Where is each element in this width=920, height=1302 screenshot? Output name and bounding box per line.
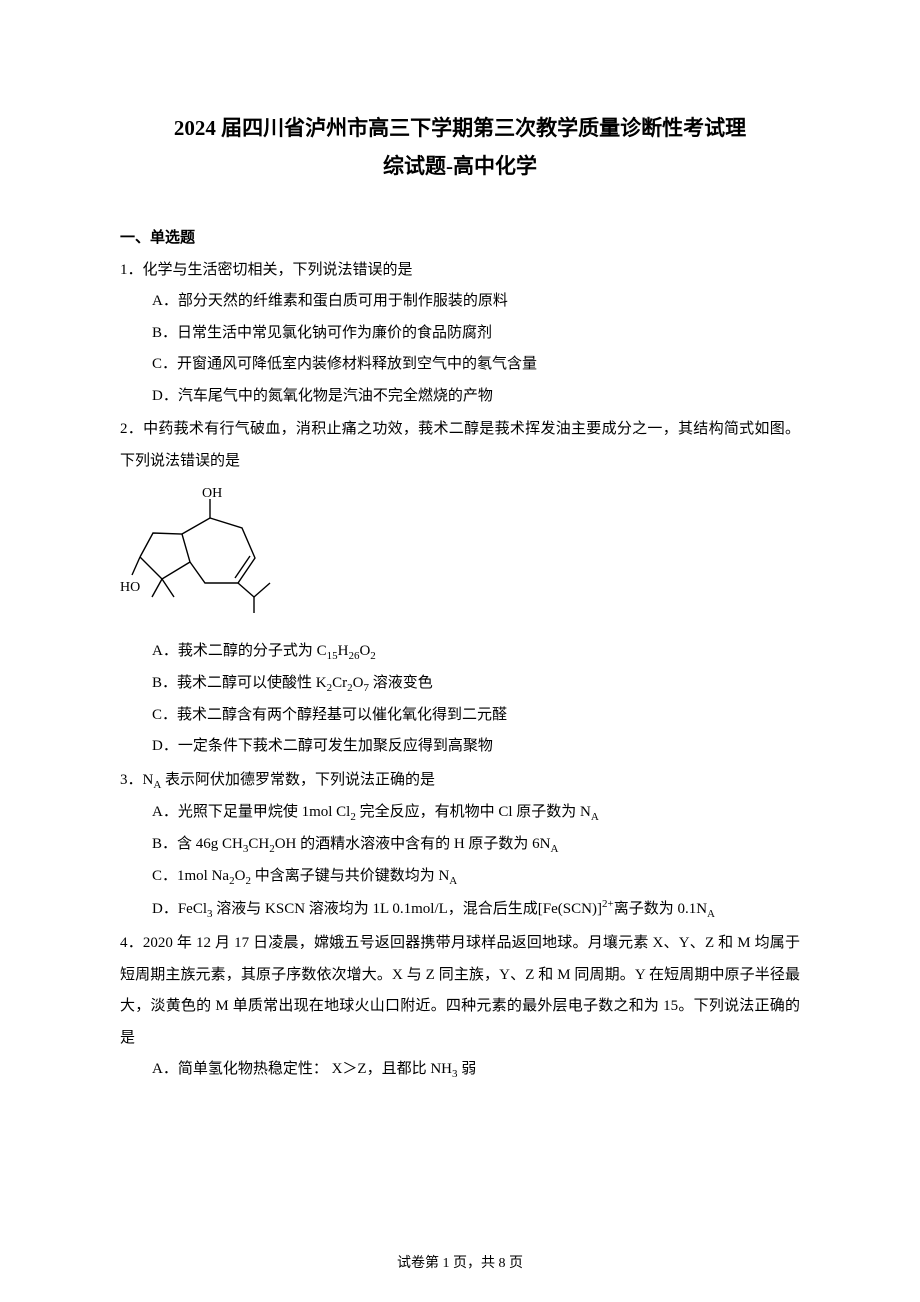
q3-option-b: B．含 46g CH3CH2OH 的酒精水溶液中含有的 H 原子数为 6NA xyxy=(120,829,800,861)
q1-option-b: B．日常生活中常见氯化钠可作为廉价的食品防腐剂 xyxy=(120,318,800,350)
document-title: 2024 届四川省泸州市高三下学期第三次教学质量诊断性考试理 综试题-高中化学 xyxy=(120,110,800,186)
q4-stem: 4．2020 年 12 月 17 日凌晨，嫦娥五号返回器携带月球样品返回地球。月… xyxy=(120,928,800,1054)
title-line-2: 综试题-高中化学 xyxy=(120,148,800,186)
q1-option-d: D．汽车尾气中的氮氧化物是汽油不完全燃烧的产物 xyxy=(120,381,800,413)
q1-option-c: C．开窗通风可降低室内装修材料释放到空气中的氡气含量 xyxy=(120,349,800,381)
section-heading-1: 一、单选题 xyxy=(120,226,800,247)
question-4: 4．2020 年 12 月 17 日凌晨，嫦娥五号返回器携带月球样品返回地球。月… xyxy=(120,928,800,1086)
q3-option-a: A．光照下足量甲烷使 1mol Cl2 完全反应，有机物中 Cl 原子数为 NA xyxy=(120,797,800,829)
ho-label: HO xyxy=(120,580,140,595)
q2-option-d: D．一定条件下莪术二醇可发生加聚反应得到高聚物 xyxy=(120,731,800,763)
q3-option-d: D．FeCl3 溶液与 KSCN 溶液均为 1L 0.1mol/L，混合后生成[… xyxy=(120,893,800,926)
q2-option-a: A．莪术二醇的分子式为 C15H26O2 xyxy=(120,636,800,668)
oh-label: OH xyxy=(202,486,222,501)
title-line-1: 2024 届四川省泸州市高三下学期第三次教学质量诊断性考试理 xyxy=(120,110,800,148)
q4-option-a: A．简单氢化物热稳定性： X＞Z，且都比 NH3 弱 xyxy=(120,1054,800,1086)
question-2: 2．中药莪术有行气破血，消积止痛之功效，莪术二醇是莪术挥发油主要成分之一，其结构… xyxy=(120,414,800,763)
molecule-svg: OH HO xyxy=(120,485,300,615)
q3-stem: 3．NA 表示阿伏加德罗常数，下列说法正确的是 xyxy=(120,765,800,797)
q1-stem: 1．化学与生活密切相关，下列说法错误的是 xyxy=(120,255,800,287)
q2-option-b: B．莪术二醇可以使酸性 K2Cr2O7 溶液变色 xyxy=(120,668,800,700)
q1-option-a: A．部分天然的纤维素和蛋白质可用于制作服装的原料 xyxy=(120,286,800,318)
question-1: 1．化学与生活密切相关，下列说法错误的是 A．部分天然的纤维素和蛋白质可用于制作… xyxy=(120,255,800,413)
q2-option-c: C．莪术二醇含有两个醇羟基可以催化氧化得到二元醛 xyxy=(120,700,800,732)
question-3: 3．NA 表示阿伏加德罗常数，下列说法正确的是 A．光照下足量甲烷使 1mol … xyxy=(120,765,800,926)
q2-structure-diagram: OH HO xyxy=(120,485,800,628)
q2-stem: 2．中药莪术有行气破血，消积止痛之功效，莪术二醇是莪术挥发油主要成分之一，其结构… xyxy=(120,414,800,477)
page-footer: 试卷第 1 页，共 8 页 xyxy=(0,1252,920,1272)
q3-option-c: C．1mol Na2O2 中含离子键与共价键数均为 NA xyxy=(120,861,800,893)
